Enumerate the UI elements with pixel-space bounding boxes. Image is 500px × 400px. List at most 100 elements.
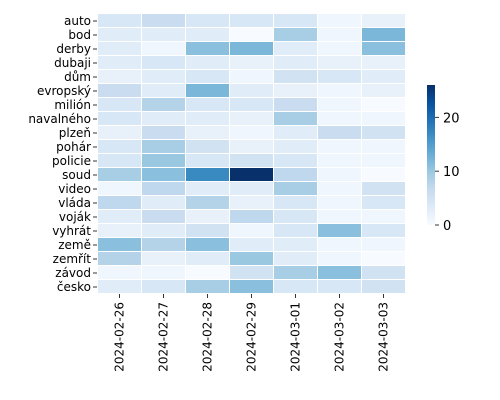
row-label: závod [55,266,91,280]
heatmap-cell [362,98,405,111]
colorbar-tick-label: 10 [443,165,460,180]
heatmap-cell [274,112,317,125]
row-label: navalného [28,112,91,126]
heatmap-cell [318,70,361,83]
row-label: plzeň [59,126,91,140]
heatmap-cell [318,98,361,111]
heatmap-cell [362,168,405,181]
heatmap-cell [230,238,273,251]
heatmap-cell [142,196,185,209]
row-label: dům [64,70,91,84]
heatmap-cell [362,14,405,27]
heatmap-cell [98,182,141,195]
heatmap-cell [230,224,273,237]
heatmap-cell [318,84,361,97]
heatmap-cell [274,70,317,83]
heatmap-cell [186,28,229,41]
column-label: 2024-03-01 [289,302,303,372]
heatmap-cell [186,70,229,83]
heatmap-cell [186,56,229,69]
heatmap-cell [142,84,185,97]
heatmap-cell [362,238,405,251]
colorbar-tick-label: 20 [443,111,460,126]
heatmap-cell [98,14,141,27]
heatmap-cell [186,42,229,55]
heatmap-cell [318,224,361,237]
heatmap-cell [274,238,317,251]
heatmap-cell [142,98,185,111]
heatmap-cell [318,112,361,125]
row-label: vyhrát [52,224,91,238]
heatmap-cell [98,224,141,237]
heatmap-cell [230,84,273,97]
heatmap-cell [230,154,273,167]
heatmap-cell [98,154,141,167]
heatmap-cell [230,168,273,181]
row-label: video [58,182,91,196]
row-label: policie [52,154,91,168]
heatmap-cell [318,126,361,139]
row-label: evropský [37,84,91,98]
heatmap-cell [230,14,273,27]
heatmap-cell [274,210,317,223]
heatmap-cell [186,112,229,125]
column-labels: 2024-02-26 2024-02-27 2024-02-28 2024-02-29… [113,294,391,372]
heatmap-cell [98,28,141,41]
heatmap-cell [142,126,185,139]
heatmap-cell [274,126,317,139]
heatmap-cell [274,28,317,41]
row-label: vláda [58,196,91,210]
heatmap-cell [362,224,405,237]
heatmap-cell [230,28,273,41]
heatmap-cell [98,112,141,125]
heatmap-cell [362,196,405,209]
heatmap-cell [318,28,361,41]
heatmap-cell [318,56,361,69]
heatmap-cell [230,280,273,293]
heatmap-cell [362,182,405,195]
heatmap-cell [318,266,361,279]
heatmap-cell [274,56,317,69]
column-label: 2024-02-27 [157,302,171,372]
heatmap-cell [98,98,141,111]
row-label: milión [54,98,91,112]
heatmap-cell [186,238,229,251]
heatmap-cell [362,42,405,55]
row-label: dubaji [54,56,91,70]
column-label: 2024-03-02 [333,302,347,372]
heatmap-cell [186,168,229,181]
row-label: derby [56,42,91,56]
heatmap-cell [98,210,141,223]
heatmap-cell [98,266,141,279]
column-label: 2024-02-29 [245,302,259,372]
heatmap-cell [230,70,273,83]
heatmap-cell [274,196,317,209]
heatmap-cell [362,56,405,69]
heatmap-cell [318,140,361,153]
heatmap-cell [362,210,405,223]
heatmap-cell [230,112,273,125]
heatmap-cell [274,266,317,279]
heatmap-cell [142,182,185,195]
heatmap-cell [318,210,361,223]
heatmap-cell [230,266,273,279]
heatmap-cell [318,280,361,293]
heatmap-cell [230,210,273,223]
heatmap-cell [98,56,141,69]
heatmap-cell [274,154,317,167]
heatmap-cell [362,154,405,167]
heatmap-cell [362,70,405,83]
heatmap-cell [318,168,361,181]
heatmap-cell [318,42,361,55]
heatmap-cell [274,168,317,181]
heatmap-cell [98,238,141,251]
heatmap-cell [186,196,229,209]
heatmap-cell [98,196,141,209]
heatmap-cell [186,280,229,293]
heatmap-cell [230,182,273,195]
row-label: země [58,238,91,252]
heatmap-cell [142,42,185,55]
heatmap-cell [98,70,141,83]
heatmap-cell [142,28,185,41]
